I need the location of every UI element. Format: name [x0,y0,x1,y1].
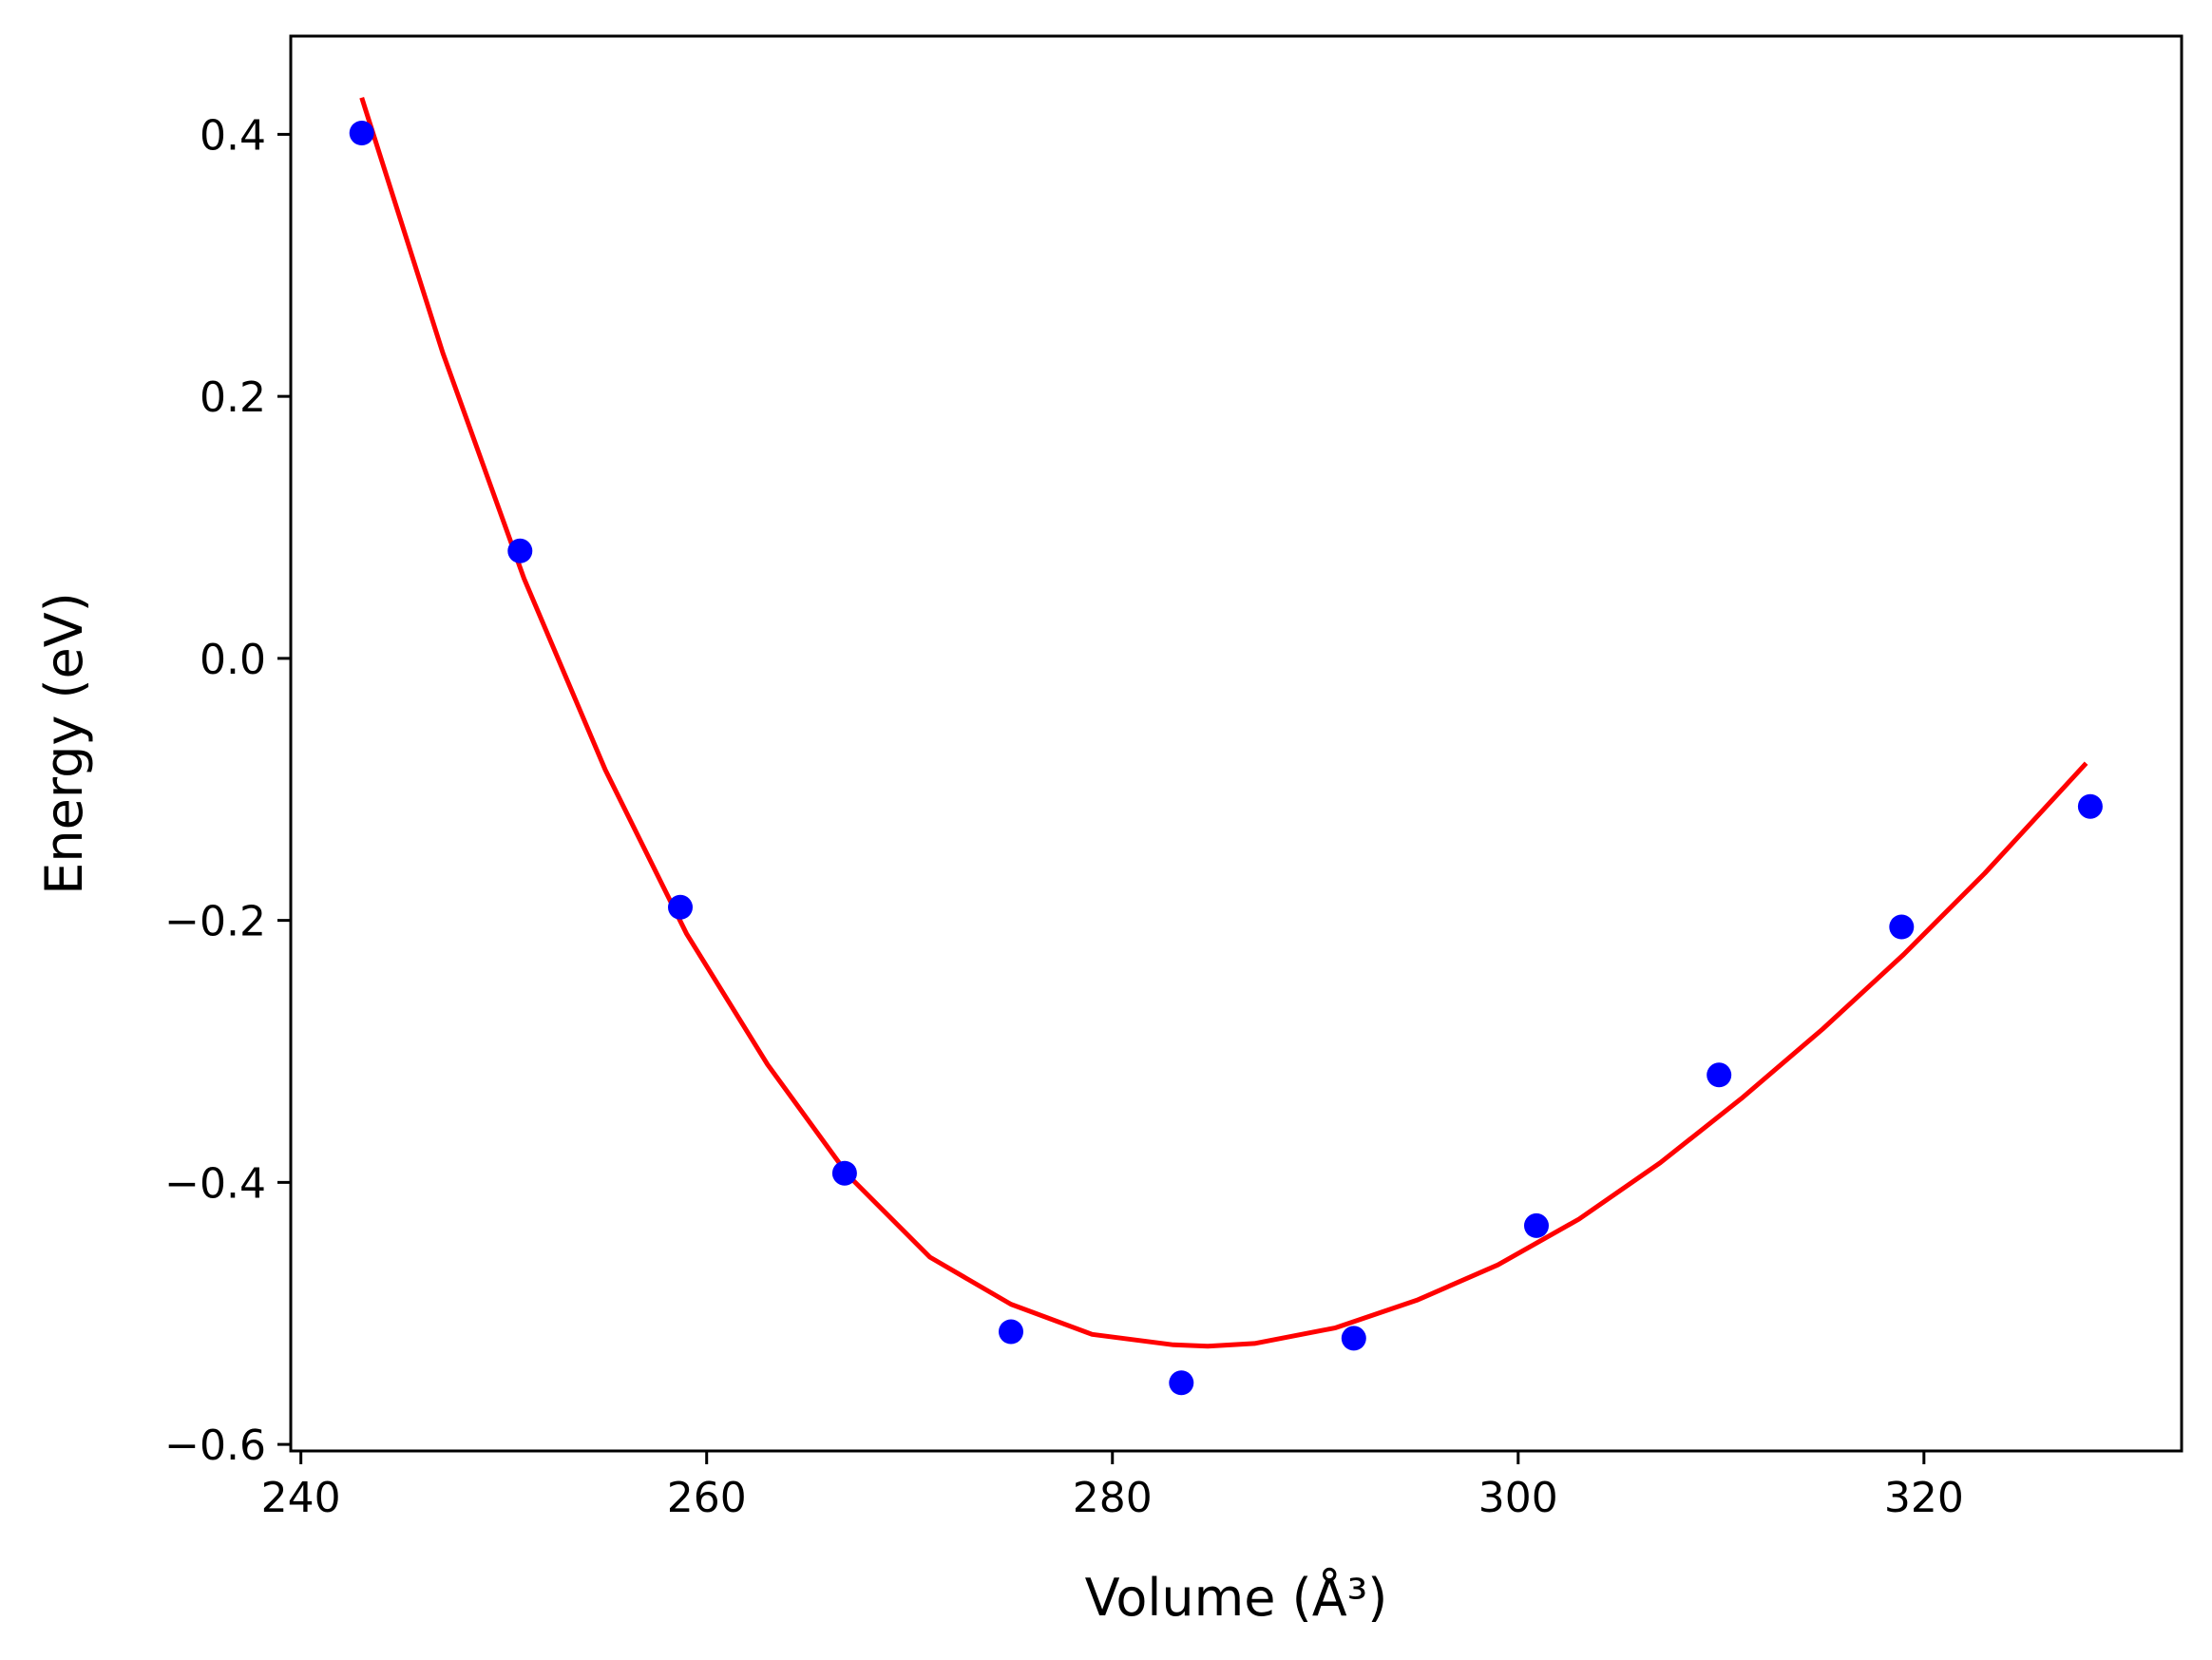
data-point [668,894,693,920]
x-tick-label: 320 [1884,1474,1964,1522]
y-axis-ticks: −0.6 −0.4 −0.2 0.0 0.2 0.4 [164,111,291,1470]
data-point [349,121,374,145]
plot-area [349,97,2103,1396]
y-tick-label: −0.4 [164,1159,266,1208]
x-tick-label: 240 [261,1474,341,1522]
data-point [1707,1062,1732,1088]
y-axis-label: Energy (eV) [34,592,94,895]
data-point [1524,1212,1549,1238]
y-tick-label: −0.6 [164,1421,266,1470]
y-tick-label: 0.2 [200,373,266,422]
data-point [1341,1326,1366,1351]
fit-curve-line [359,97,2088,1349]
y-tick-label: 0.4 [200,111,266,160]
x-axis-ticks: 240 260 280 300 320 [261,1451,1964,1522]
x-tick-label: 260 [667,1474,747,1522]
data-point [507,538,533,563]
y-tick-label: 0.0 [200,636,266,684]
x-tick-label: 300 [1478,1474,1558,1522]
data-point [831,1160,857,1186]
y-tick-label: −0.2 [164,898,266,946]
axes-frame [289,34,2183,1453]
data-point [1889,914,1915,940]
x-axis-label: Volume (Å³) [1085,1567,1388,1628]
data-point [999,1319,1023,1345]
data-point [2077,793,2103,819]
x-tick-label: 280 [1073,1474,1153,1522]
data-point [1169,1370,1194,1396]
